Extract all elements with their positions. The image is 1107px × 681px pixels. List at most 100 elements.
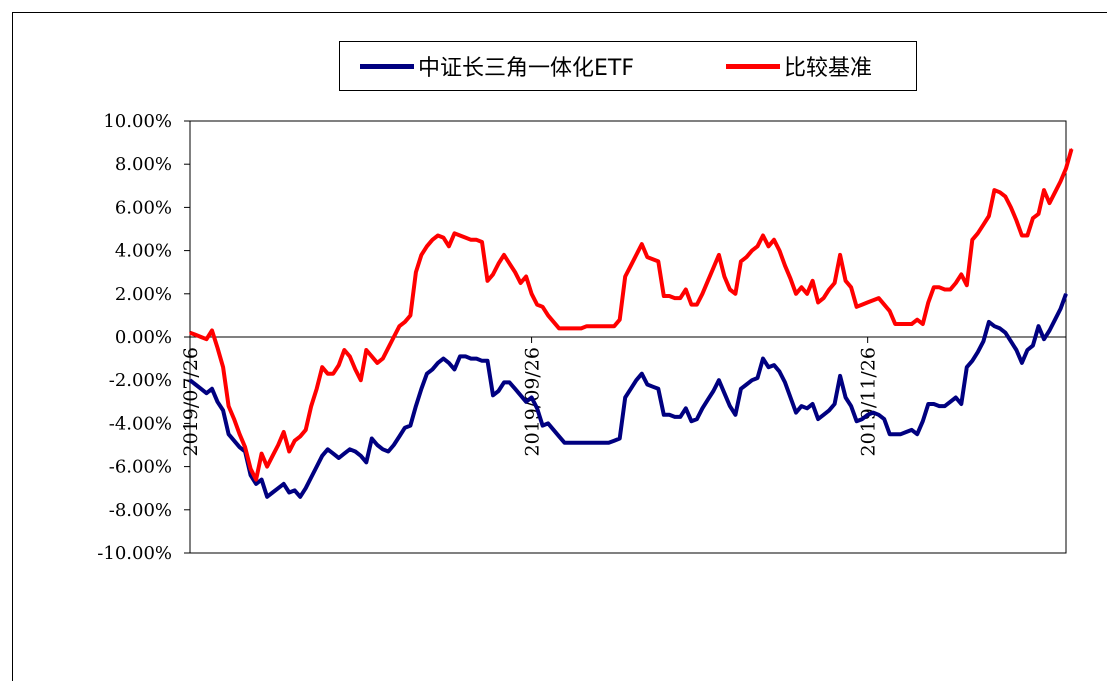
data-point bbox=[811, 280, 814, 282]
data-point bbox=[563, 327, 566, 330]
data-point bbox=[916, 433, 918, 436]
data-point bbox=[563, 442, 566, 444]
data-point bbox=[888, 433, 891, 436]
data-point bbox=[398, 325, 401, 328]
data-point bbox=[630, 388, 632, 390]
data-point bbox=[696, 418, 698, 420]
data-point bbox=[668, 295, 671, 297]
data-point bbox=[321, 455, 324, 457]
data-point bbox=[740, 260, 742, 263]
y-tick-label: 0.00% bbox=[115, 327, 172, 348]
data-point bbox=[751, 379, 753, 382]
data-point bbox=[850, 405, 852, 407]
data-point bbox=[470, 239, 472, 241]
data-point bbox=[200, 336, 202, 338]
y-tick-label: -10.00% bbox=[97, 543, 172, 564]
data-point bbox=[249, 474, 252, 477]
data-point bbox=[492, 273, 494, 276]
data-point bbox=[784, 381, 786, 384]
data-point bbox=[817, 301, 819, 304]
data-point bbox=[894, 433, 896, 436]
data-point bbox=[822, 297, 825, 299]
data-point bbox=[536, 303, 538, 306]
data-point bbox=[288, 450, 291, 453]
data-point bbox=[437, 362, 439, 364]
legend-swatch-etf bbox=[360, 63, 414, 69]
legend-item-etf: 中证长三角一体化ETF bbox=[360, 42, 634, 90]
data-point bbox=[541, 306, 544, 308]
data-point bbox=[420, 254, 423, 256]
data-point bbox=[756, 377, 759, 379]
data-point bbox=[877, 297, 880, 299]
data-point bbox=[751, 249, 753, 252]
data-point bbox=[580, 327, 582, 330]
data-point bbox=[624, 275, 626, 278]
data-point bbox=[464, 355, 467, 358]
data-point bbox=[497, 262, 500, 265]
data-point bbox=[933, 403, 935, 405]
data-point bbox=[734, 414, 737, 416]
data-point bbox=[663, 295, 665, 297]
data-point bbox=[652, 385, 654, 388]
legend-item-benchmark: 比较基准 bbox=[726, 42, 872, 90]
data-point bbox=[938, 286, 941, 289]
data-point bbox=[657, 260, 660, 263]
data-point bbox=[266, 496, 268, 498]
data-point bbox=[762, 357, 764, 360]
data-point bbox=[1043, 189, 1045, 191]
data-point bbox=[767, 366, 770, 369]
data-point bbox=[927, 301, 930, 304]
data-point bbox=[321, 366, 324, 369]
data-point bbox=[822, 414, 825, 416]
data-point bbox=[971, 360, 974, 362]
data-point bbox=[552, 321, 555, 323]
data-point bbox=[580, 442, 582, 444]
data-point bbox=[354, 450, 357, 453]
data-point bbox=[811, 403, 814, 405]
data-point bbox=[409, 424, 412, 427]
data-point bbox=[404, 321, 406, 323]
data-point bbox=[288, 491, 291, 494]
data-point bbox=[266, 465, 268, 468]
data-point bbox=[960, 273, 963, 276]
data-point bbox=[602, 325, 604, 328]
data-point bbox=[756, 245, 759, 248]
data-point bbox=[690, 303, 693, 306]
data-point bbox=[613, 439, 615, 442]
data-point bbox=[899, 323, 902, 325]
data-point bbox=[255, 483, 257, 485]
data-point bbox=[668, 414, 671, 416]
data-point bbox=[558, 327, 560, 330]
data-point bbox=[315, 465, 318, 468]
data-point bbox=[227, 405, 230, 407]
data-point bbox=[646, 256, 649, 258]
data-point bbox=[905, 323, 907, 325]
data-point bbox=[503, 381, 505, 384]
data-point bbox=[833, 403, 836, 405]
data-point bbox=[674, 416, 676, 418]
data-point bbox=[277, 444, 280, 446]
data-point bbox=[602, 442, 604, 444]
data-point bbox=[349, 448, 351, 451]
data-point bbox=[497, 390, 500, 392]
data-point bbox=[635, 254, 638, 256]
data-point bbox=[326, 372, 329, 375]
data-point bbox=[624, 396, 626, 399]
data-point bbox=[398, 435, 401, 438]
data-point bbox=[255, 478, 257, 481]
data-point bbox=[442, 236, 445, 239]
data-point bbox=[729, 288, 731, 291]
data-point bbox=[966, 366, 968, 369]
data-point bbox=[233, 418, 235, 420]
data-point bbox=[701, 407, 704, 410]
data-point bbox=[1021, 362, 1023, 364]
data-point bbox=[1010, 340, 1012, 343]
data-point bbox=[944, 405, 946, 407]
data-point bbox=[800, 286, 803, 289]
data-point bbox=[806, 407, 808, 410]
data-point bbox=[216, 347, 219, 349]
data-point bbox=[222, 366, 224, 369]
data-point bbox=[1048, 329, 1051, 332]
data-point bbox=[558, 435, 560, 438]
data-point bbox=[723, 392, 726, 395]
